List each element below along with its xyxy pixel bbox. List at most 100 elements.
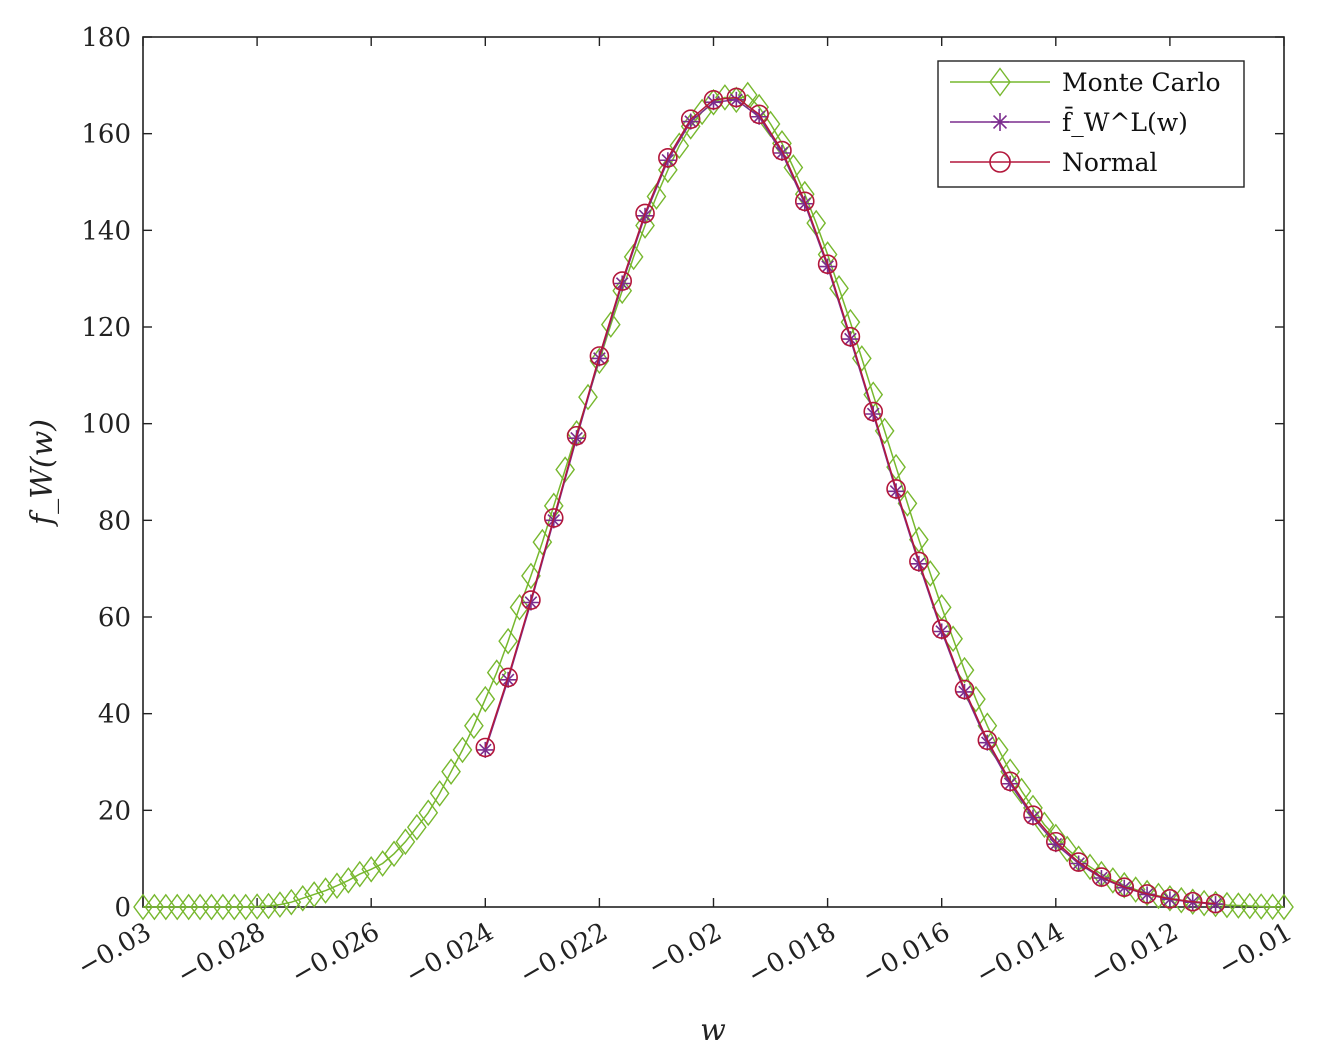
legend-item: f̄_W^L(w): [950, 108, 1188, 137]
x-tick-label: −0.028: [172, 917, 270, 991]
x-tick-label: −0.016: [857, 917, 955, 991]
data-point-diamond: [270, 891, 290, 918]
data-point-circle: [817, 254, 838, 274]
data-point-diamond: [498, 627, 518, 655]
data-point-asterisk: [500, 671, 517, 688]
y-tick-label: 20: [98, 796, 131, 826]
data-point-diamond: [1274, 893, 1294, 921]
y-tick-label: 40: [98, 700, 131, 730]
data-point-diamond: [429, 780, 450, 807]
data-point-circle: [954, 679, 975, 700]
data-point-diamond: [635, 212, 655, 239]
data-point-diamond: [281, 888, 302, 916]
y-tick-label: 140: [81, 216, 131, 246]
data-point-asterisk: [888, 483, 905, 500]
x-tick-label: −0.03: [72, 917, 156, 983]
data-point-diamond: [475, 685, 496, 713]
data-point-diamond: [395, 828, 416, 856]
x-tick-label: −0.012: [1085, 917, 1183, 991]
x-axis-label: w: [700, 1013, 726, 1048]
y-tick-label: 160: [81, 120, 131, 150]
legend-item: Monte Carlo: [950, 67, 1221, 97]
data-point-diamond: [418, 799, 439, 827]
data-point-asterisk: [991, 113, 1009, 131]
data-point-asterisk: [796, 195, 813, 212]
x-tick-label: −0.02: [643, 917, 727, 983]
data-point-circle: [521, 590, 541, 610]
data-point-circle: [772, 140, 792, 161]
data-point-diamond: [349, 860, 370, 888]
data-point-asterisk: [1070, 855, 1087, 872]
x-tick-label: −0.024: [400, 917, 498, 991]
data-point-diamond: [1011, 777, 1032, 805]
data-point-circle: [566, 425, 587, 446]
data-point-circle: [1091, 867, 1112, 887]
y-tick-label: 60: [98, 603, 131, 633]
data-point-diamond: [486, 659, 507, 686]
data-point-diamond: [600, 311, 621, 338]
data-point-asterisk: [1093, 870, 1110, 886]
data-point-asterisk: [477, 741, 494, 758]
data-point-circle: [703, 90, 724, 110]
data-point-diamond: [943, 625, 963, 653]
data-point-diamond: [989, 67, 1011, 97]
data-point-diamond: [521, 562, 541, 590]
data-point-circle: [1137, 884, 1157, 904]
data-point-asterisk: [933, 623, 950, 640]
data-point-diamond: [327, 872, 347, 900]
legend-label: Monte Carlo: [1062, 68, 1221, 97]
data-point-circle: [635, 203, 655, 224]
data-point-diamond: [247, 893, 267, 920]
data-point-diamond: [384, 840, 404, 868]
x-tick-label: −0.018: [743, 917, 841, 991]
y-axis-label: f_W(w): [25, 419, 60, 527]
x-tick-label: −0.014: [971, 917, 1069, 991]
y-tick-label: 80: [98, 506, 131, 536]
data-point-circle: [989, 151, 1011, 173]
data-point-asterisk: [1024, 809, 1041, 826]
data-point-diamond: [315, 877, 336, 904]
data-point-asterisk: [728, 91, 745, 108]
data-point-circle: [1046, 831, 1066, 852]
data-point-circle: [749, 104, 769, 125]
data-point-circle: [589, 346, 610, 366]
data-point-circle: [931, 619, 952, 639]
data-point-diamond: [966, 685, 986, 713]
legend-label: f̄_W^L(w): [1062, 108, 1188, 137]
data-point-circle: [1205, 893, 1226, 914]
y-tick-label: 120: [81, 313, 131, 343]
data-point-diamond: [361, 855, 382, 883]
data-point-diamond: [235, 893, 256, 921]
data-point-circle: [726, 87, 747, 108]
x-tick-label: −0.026: [286, 917, 384, 991]
data-point-diamond: [292, 884, 313, 912]
data-point-circle: [1160, 888, 1180, 909]
data-point-circle: [680, 109, 701, 129]
data-point-circle: [1114, 877, 1135, 897]
data-point-asterisk: [910, 555, 927, 572]
data-point-asterisk: [1047, 836, 1064, 853]
data-point-circle: [612, 271, 633, 291]
y-tick-label: 0: [114, 893, 131, 923]
data-point-diamond: [703, 88, 724, 116]
legend: Monte Carlo f̄_W^L(w) Normal: [937, 60, 1245, 188]
data-point-diamond: [657, 156, 678, 184]
data-point-asterisk: [773, 145, 790, 161]
data-point-circle: [498, 667, 518, 688]
data-point-diamond: [669, 132, 690, 160]
data-point-diamond: [897, 490, 918, 517]
data-point-circle: [909, 551, 929, 572]
y-tick-label: 100: [81, 410, 131, 440]
data-point-asterisk: [705, 94, 722, 111]
data-point-circle: [886, 479, 906, 499]
data-point-circle: [840, 326, 861, 347]
series-2: [475, 87, 1226, 914]
data-point-diamond: [406, 813, 427, 841]
data-point-diamond: [646, 183, 667, 210]
data-point-asterisk: [1207, 896, 1224, 913]
data-point-diamond: [338, 867, 359, 894]
data-point-asterisk: [659, 152, 676, 169]
data-point-circle: [863, 401, 884, 422]
data-point-diamond: [1102, 867, 1123, 894]
